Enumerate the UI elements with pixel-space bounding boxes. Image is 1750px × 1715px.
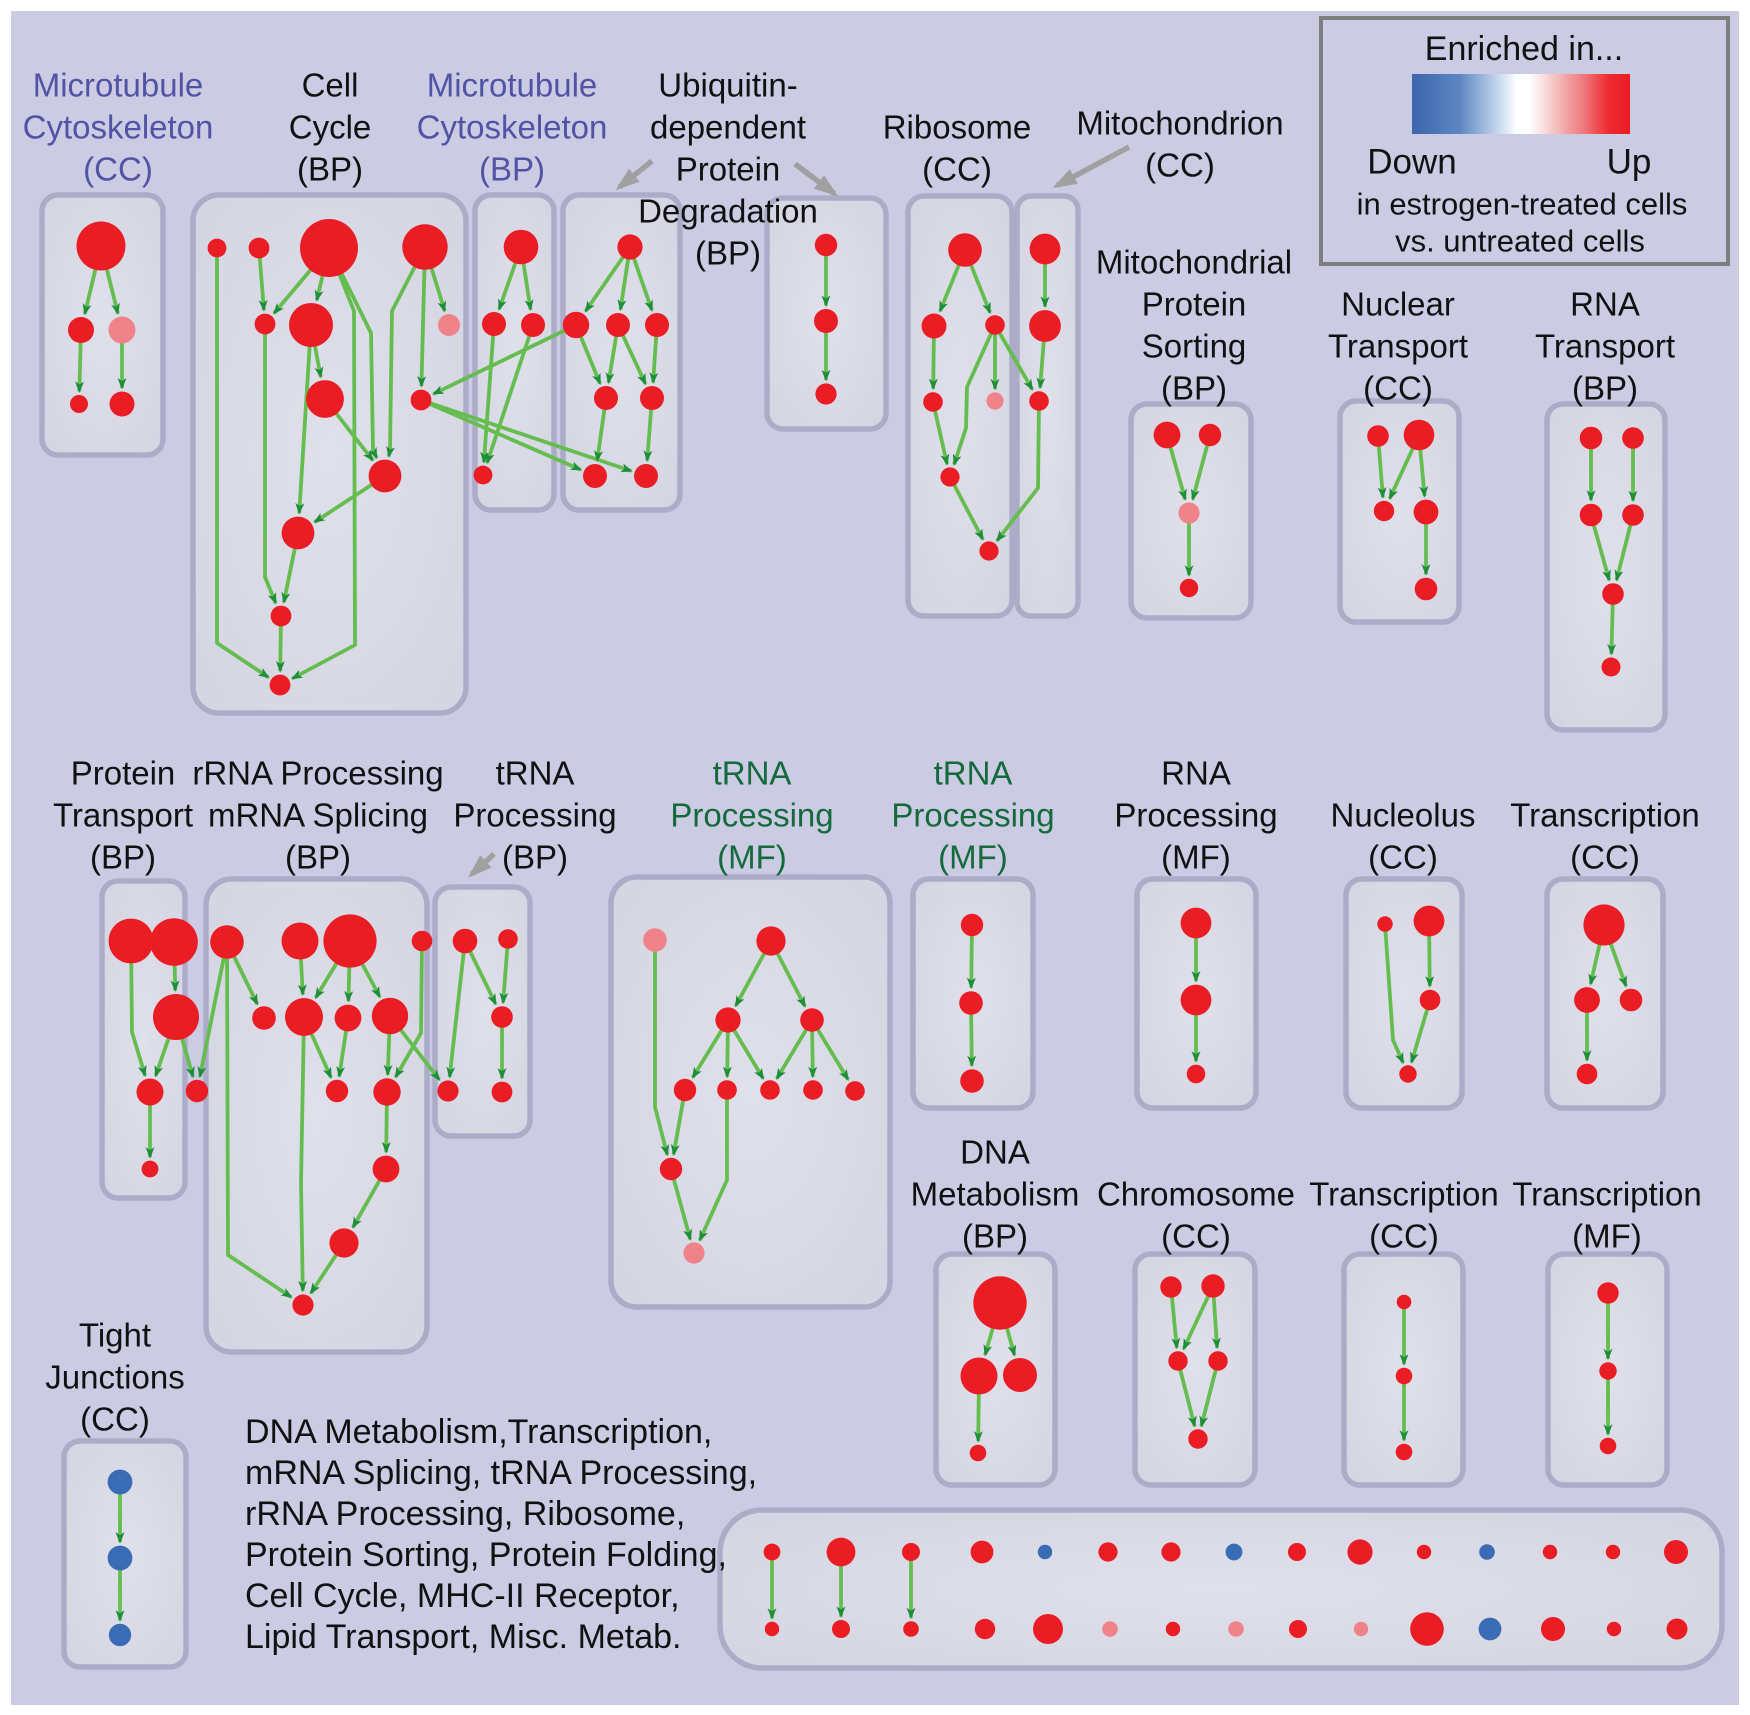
svg-text:Junctions: Junctions [45,1359,184,1396]
svg-text:(CC): (CC) [80,1401,150,1438]
svg-text:(MF): (MF) [1161,839,1231,876]
svg-text:Cell Cycle, MHC-II Receptor,: Cell Cycle, MHC-II Receptor, [245,1577,680,1615]
svg-text:tRNA: tRNA [713,755,792,792]
svg-text:Mitochondrion: Mitochondrion [1076,105,1283,142]
svg-text:Nucleolus: Nucleolus [1331,797,1476,834]
svg-text:Cell: Cell [302,67,359,104]
svg-text:mRNA Splicing: mRNA Splicing [208,797,428,834]
svg-text:Cytoskeleton: Cytoskeleton [417,109,608,146]
svg-text:Cytoskeleton: Cytoskeleton [23,109,214,146]
svg-text:Down: Down [1367,143,1456,182]
svg-text:(MF): (MF) [1572,1218,1642,1255]
svg-text:Cycle: Cycle [289,109,372,146]
svg-text:(CC): (CC) [1161,1218,1231,1255]
svg-text:Mitochondrial: Mitochondrial [1096,244,1292,281]
svg-text:Chromosome: Chromosome [1097,1176,1295,1213]
svg-text:Protein: Protein [676,151,781,188]
svg-text:mRNA Splicing, tRNA Processing: mRNA Splicing, tRNA Processing, [245,1454,757,1492]
svg-text:(BP): (BP) [1572,370,1638,407]
svg-text:(BP): (BP) [90,839,156,876]
svg-text:Processing: Processing [670,797,833,834]
svg-text:rRNA Processing, Ribosome,: rRNA Processing, Ribosome, [245,1495,685,1533]
svg-text:DNA: DNA [960,1134,1030,1171]
svg-text:in estrogen-treated cells: in estrogen-treated cells [1357,187,1688,222]
svg-text:(BP): (BP) [285,839,351,876]
svg-text:Metabolism: Metabolism [911,1176,1080,1213]
svg-text:(BP): (BP) [297,151,363,188]
svg-text:Protein: Protein [1142,286,1247,323]
svg-text:tRNA: tRNA [934,755,1013,792]
svg-text:Degradation: Degradation [638,193,818,230]
svg-text:Processing: Processing [453,797,616,834]
svg-text:Transport: Transport [1535,328,1675,365]
svg-text:Microtubule: Microtubule [427,67,598,104]
svg-text:Transcription: Transcription [1512,1176,1702,1213]
svg-text:(MF): (MF) [938,839,1008,876]
svg-text:(BP): (BP) [1161,370,1227,407]
svg-text:Transcription: Transcription [1510,797,1700,834]
svg-text:vs. untreated cells: vs. untreated cells [1395,224,1645,259]
svg-text:(BP): (BP) [479,151,545,188]
svg-text:(CC): (CC) [922,151,992,188]
svg-text:DNA Metabolism,Transcription,: DNA Metabolism,Transcription, [245,1413,712,1451]
svg-text:Sorting: Sorting [1142,328,1247,365]
svg-text:Transcription: Transcription [1309,1176,1499,1213]
svg-text:Processing: Processing [1114,797,1277,834]
svg-text:Tight: Tight [79,1317,151,1354]
svg-text:Microtubule: Microtubule [33,67,204,104]
svg-text:Enriched in...: Enriched in... [1425,30,1623,68]
svg-text:rRNA Processing: rRNA Processing [192,755,443,792]
svg-text:RNA: RNA [1161,755,1231,792]
svg-text:Transport: Transport [53,797,193,834]
svg-text:dependent: dependent [650,109,806,146]
svg-text:Processing: Processing [891,797,1054,834]
svg-text:(MF): (MF) [717,839,787,876]
svg-text:Protein Sorting, Protein Foldi: Protein Sorting, Protein Folding, [245,1536,727,1574]
svg-text:Nuclear: Nuclear [1341,286,1455,323]
svg-text:Ribosome: Ribosome [883,109,1032,146]
svg-text:tRNA: tRNA [496,755,575,792]
svg-text:(CC): (CC) [83,151,153,188]
svg-text:Up: Up [1607,143,1652,182]
svg-text:(CC): (CC) [1570,839,1640,876]
svg-text:(BP): (BP) [695,235,761,272]
svg-text:Transport: Transport [1328,328,1468,365]
svg-text:(CC): (CC) [1363,370,1433,407]
svg-text:(CC): (CC) [1368,839,1438,876]
svg-text:(BP): (BP) [502,839,568,876]
svg-text:(CC): (CC) [1145,147,1215,184]
svg-text:Ubiquitin-: Ubiquitin- [658,67,797,104]
svg-text:RNA: RNA [1570,286,1640,323]
svg-text:(CC): (CC) [1369,1218,1439,1255]
svg-text:(BP): (BP) [962,1218,1028,1255]
svg-text:Lipid Transport, Misc. Metab.: Lipid Transport, Misc. Metab. [245,1618,682,1656]
svg-text:Protein: Protein [71,755,176,792]
